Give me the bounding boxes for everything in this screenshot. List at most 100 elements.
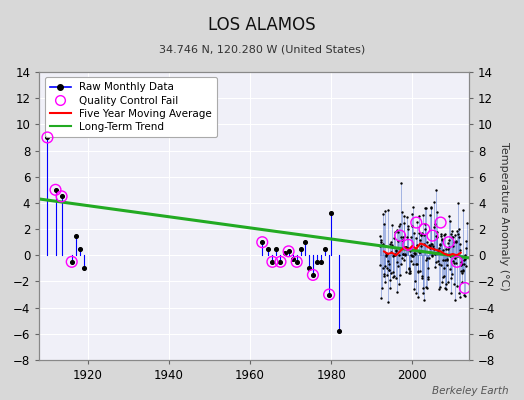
Point [383,272,391,278]
Point [409,253,418,260]
Point [399,251,407,257]
Point [395,222,403,229]
Point [292,259,301,265]
Point [410,277,419,284]
Point [446,266,455,272]
Point [396,272,404,278]
Point [385,267,394,273]
Point [400,220,409,226]
Point [401,250,409,257]
Point [404,242,412,248]
Point [436,262,445,268]
Point [408,223,416,230]
Point [431,233,440,240]
Point [408,260,417,267]
Point [379,265,387,272]
Point [443,240,452,247]
Point [418,273,426,279]
Point [428,252,436,258]
Point [402,234,411,240]
Point [401,251,410,258]
Point [441,257,449,264]
Point [335,328,343,334]
Point [445,253,454,260]
Point [422,284,431,291]
Point [422,254,431,261]
Point [430,199,439,205]
Point [406,248,414,254]
Point [400,213,408,220]
Point [415,230,423,236]
Point [377,237,385,244]
Point [433,229,441,235]
Point [325,291,333,298]
Point [285,248,293,254]
Point [376,243,384,249]
Point [444,279,453,285]
Point [438,236,446,243]
Point [455,290,463,296]
Point [412,219,420,226]
Point [457,262,465,268]
Point [428,232,436,239]
Point [428,253,436,259]
Point [417,232,425,238]
Point [408,211,417,217]
Point [429,245,438,252]
Point [420,241,429,247]
Point [383,251,391,257]
Point [453,252,462,259]
Point [441,284,449,291]
Point [280,250,289,256]
Point [405,266,413,272]
Point [43,134,51,141]
Point [422,256,430,263]
Point [313,259,321,265]
Point [456,294,464,300]
Point [397,234,405,240]
Point [276,259,285,265]
Point [389,274,397,280]
Point [435,242,444,248]
Point [412,235,420,241]
Point [285,248,293,254]
Point [444,246,452,253]
Point [258,239,266,245]
Point [425,249,433,255]
Point [425,242,434,248]
Point [427,241,435,248]
Point [437,231,445,237]
Point [405,270,413,277]
Point [439,256,447,263]
Point [452,260,460,266]
Point [411,251,419,258]
Point [443,262,451,268]
Point [446,217,454,224]
Point [264,246,272,252]
Point [72,232,80,239]
Point [440,232,449,238]
Point [460,261,468,267]
Point [456,268,465,274]
Point [416,237,424,243]
Point [429,243,437,249]
Point [58,193,66,200]
Point [377,295,386,301]
Point [378,242,386,248]
Point [423,276,432,282]
Point [396,221,404,227]
Point [460,292,468,298]
Point [386,241,394,248]
Point [420,296,428,303]
Point [405,264,413,271]
Point [436,233,445,239]
Point [384,207,392,213]
Point [384,298,392,305]
Point [403,244,412,251]
Point [419,290,427,297]
Point [388,269,397,275]
Point [413,260,421,267]
Point [447,275,455,281]
Point [301,239,309,245]
Point [430,246,438,252]
